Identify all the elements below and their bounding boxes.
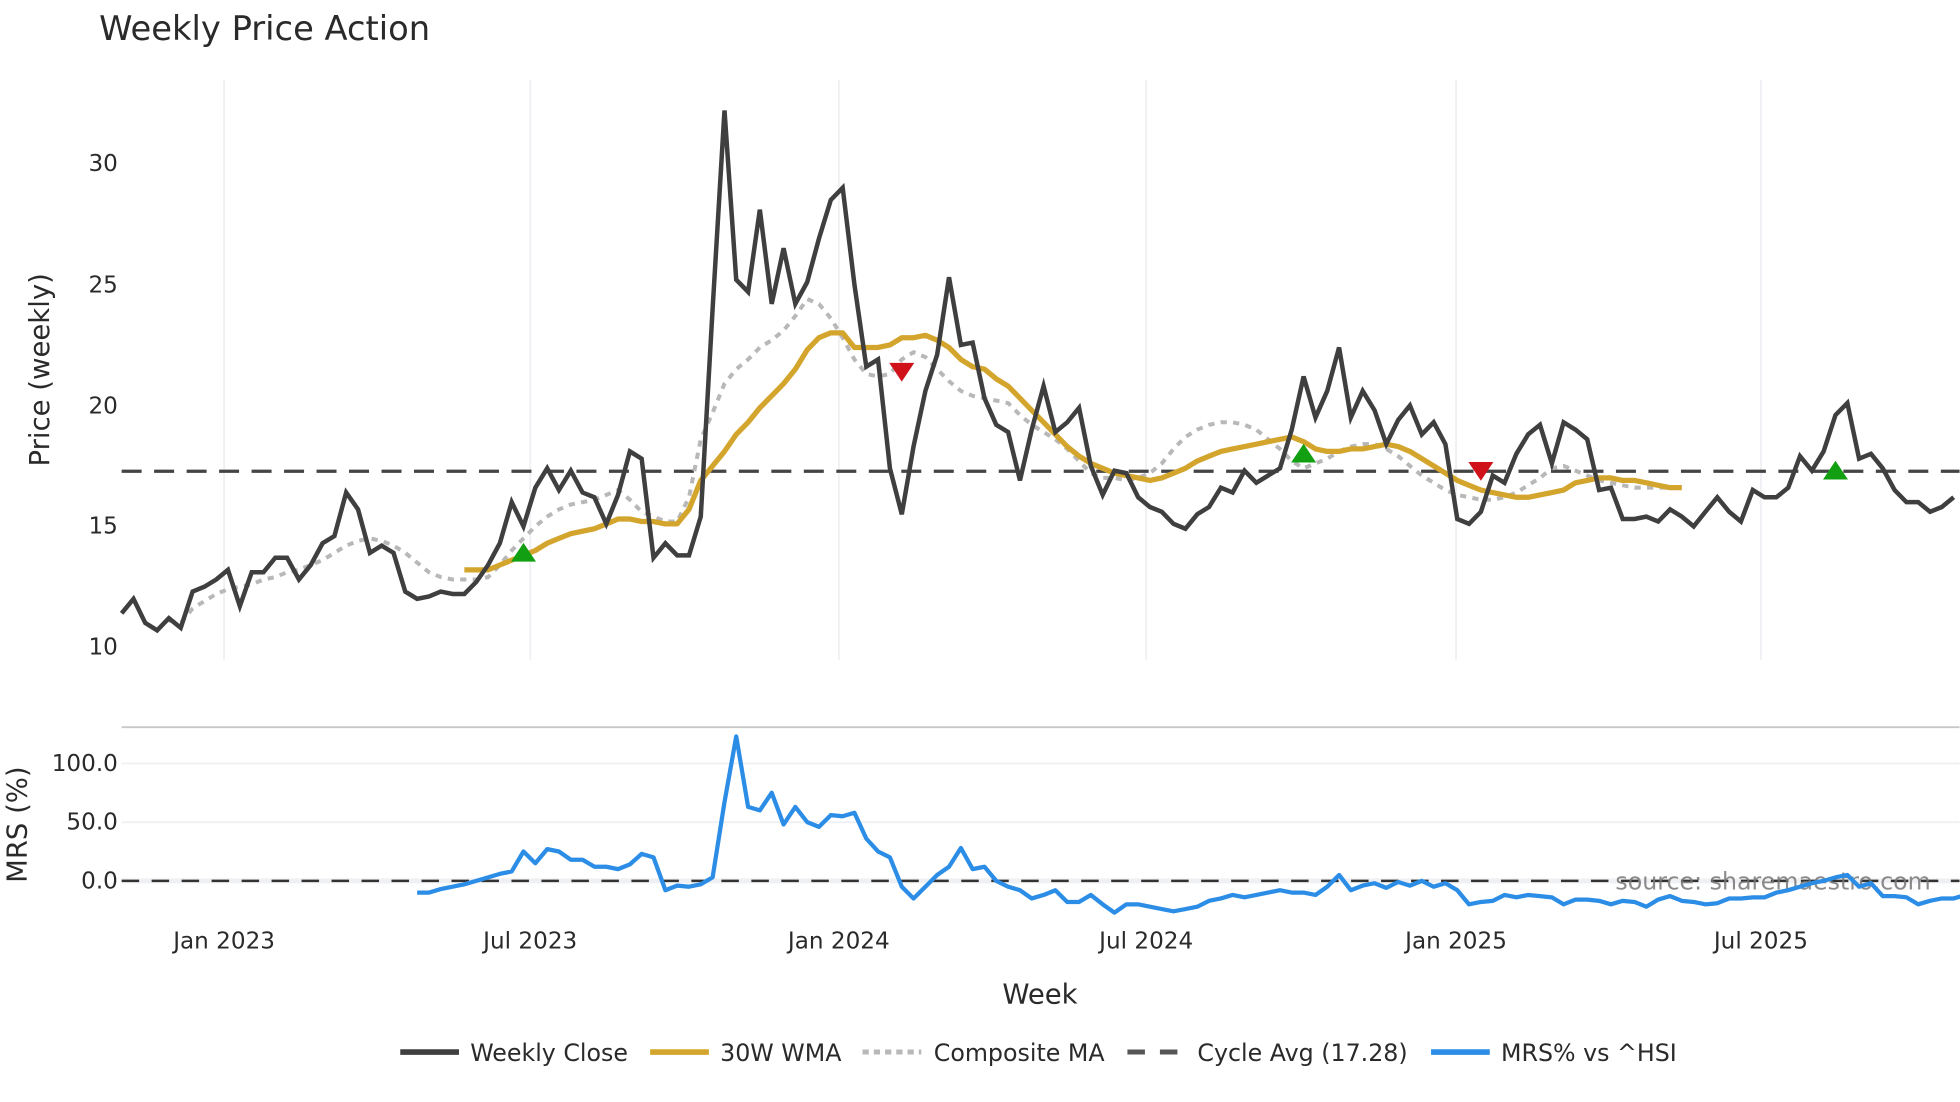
mrs-y-gridlines <box>121 762 1960 884</box>
legend-item-wma[interactable]: 30W WMA <box>650 1039 842 1067</box>
price-ytick: 20 <box>88 394 117 420</box>
price-ytick: 30 <box>88 151 117 177</box>
price-x-gridlines <box>223 79 1762 660</box>
mrs-ytick: 0.0 <box>81 868 118 894</box>
source-watermark: source: sharemaestro.com <box>1615 868 1930 896</box>
buy-signal-triangle-icon <box>511 542 537 562</box>
legend-item-weekly-close[interactable]: Weekly Close <box>400 1039 628 1067</box>
mrs-y-axis: 100.0 50.0 0.0 <box>52 751 118 894</box>
legend-label: Cycle Avg (17.28) <box>1197 1039 1407 1067</box>
mrs-ytick: 100.0 <box>52 751 118 777</box>
legend-item-mrs[interactable]: MRS% vs ^HSI <box>1431 1039 1677 1067</box>
legend-label: MRS% vs ^HSI <box>1501 1039 1677 1067</box>
mrs-y-axis-title: MRS (%) <box>2 766 34 883</box>
xtick-label: Jul 2025 <box>1712 928 1808 954</box>
price-ytick: 15 <box>88 514 117 540</box>
legend-item-cycle-avg[interactable]: Cycle Avg (17.28) <box>1127 1039 1408 1067</box>
xtick-label: Jan 2025 <box>1403 928 1507 954</box>
legend-label: Weekly Close <box>470 1039 628 1067</box>
weekly-close-line <box>119 110 1956 634</box>
x-axis: Jan 2023 Jul 2023 Jan 2024 Jul 2024 Jan … <box>171 928 1808 954</box>
mrs-ytick: 50.0 <box>66 810 117 836</box>
price-ytick: 10 <box>88 635 117 661</box>
chart-title: Weekly Price Action <box>99 9 430 48</box>
legend-label: Composite MA <box>934 1039 1106 1067</box>
sell-signal-triangle-icon <box>1468 461 1494 481</box>
buy-signal-triangle-icon <box>1291 443 1317 463</box>
signal-markers <box>511 362 1848 562</box>
composite-ma-line <box>168 296 1671 626</box>
xtick-label: Jan 2023 <box>171 928 275 954</box>
price-y-axis-title: Price (weekly) <box>24 273 56 466</box>
price-ytick: 25 <box>88 272 117 298</box>
mrs-line <box>417 734 1960 915</box>
legend-label: 30W WMA <box>720 1039 842 1067</box>
xtick-label: Jul 2024 <box>1097 928 1193 954</box>
xtick-label: Jul 2023 <box>481 928 577 954</box>
legend-item-composite[interactable]: Composite MA <box>862 1039 1106 1067</box>
buy-signal-triangle-icon <box>1822 460 1848 480</box>
wma-30w-line <box>464 330 1682 573</box>
legend: Weekly Close 30W WMA Composite MA Cycle … <box>400 1039 1677 1067</box>
xtick-label: Jan 2024 <box>786 928 890 954</box>
x-axis-title: Week <box>1002 978 1077 1010</box>
sell-signal-triangle-icon <box>889 362 915 382</box>
price-y-axis: 30 25 20 15 10 <box>88 151 117 661</box>
